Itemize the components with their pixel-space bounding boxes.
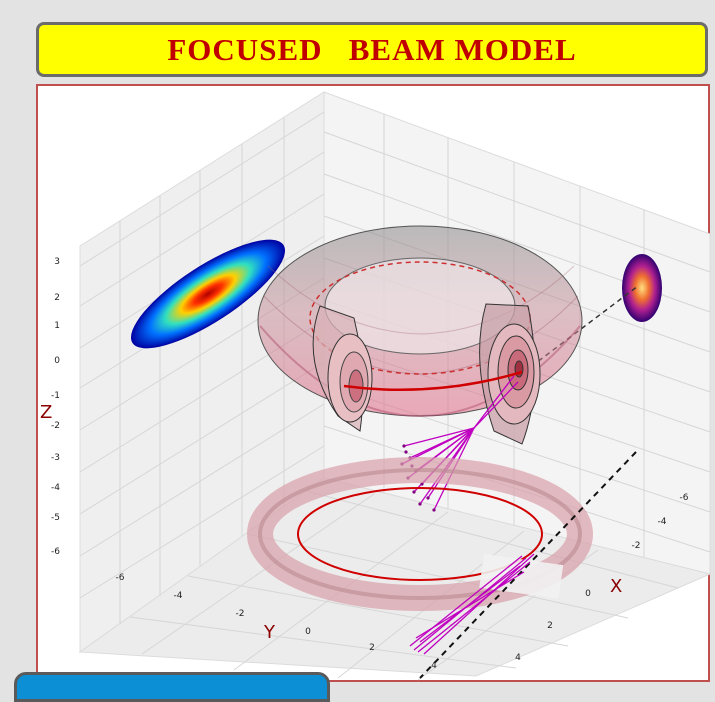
title-banner: FOCUSED BEAM MODEL	[36, 22, 708, 77]
beam-axis-dashed-line	[419, 451, 637, 679]
xz-projection-heatmap	[622, 254, 662, 322]
z-tick: 2	[54, 293, 60, 303]
page-title: FOCUSED BEAM MODEL	[167, 31, 577, 67]
y-axis-label: Y	[263, 622, 276, 643]
z-tick: -4	[51, 483, 60, 493]
xy-projection-ring	[247, 457, 593, 611]
z-tick: 3	[54, 257, 60, 267]
y-tick: 2	[369, 643, 375, 653]
x-tick: 2	[547, 621, 553, 631]
y-tick: 0	[305, 627, 311, 637]
y-tick: -4	[174, 591, 183, 601]
z-tick-labels: 3 2 1 0 -1 -2 -3 -4 -5 -6	[51, 257, 60, 557]
y-tick-labels: -6 -4 -2 0 2 4	[116, 573, 438, 671]
beam-rays-lower	[409, 553, 535, 655]
z-tick: -1	[51, 391, 60, 401]
plot-panel: 3 2 1 0 -1 -2 -3 -4 -5 -6 -6 -4 -2 0 2 4…	[36, 84, 712, 682]
beam-3d-plot: 3 2 1 0 -1 -2 -3 -4 -5 -6 -6 -4 -2 0 2 4…	[40, 91, 712, 681]
x-tick: -2	[632, 541, 641, 551]
y-tick: 4	[431, 661, 437, 671]
z-axis-label: Z	[40, 402, 52, 423]
yz-projection-heatmap	[130, 239, 286, 349]
bottom-tab[interactable]	[14, 672, 330, 702]
x-tick-labels: -6 -4 -2 0 2 4	[515, 493, 689, 663]
y-tick: -2	[236, 609, 245, 619]
x-tick: 4	[515, 653, 521, 663]
z-tick: -5	[51, 513, 60, 523]
y-tick: -6	[116, 573, 125, 583]
projection-dashed-line	[523, 285, 639, 373]
z-tick: -3	[51, 453, 60, 463]
x-tick: -6	[680, 493, 689, 503]
x-tick: -4	[658, 517, 667, 527]
z-tick: -6	[51, 547, 60, 557]
z-tick: 1	[54, 321, 60, 331]
z-tick: -2	[51, 421, 60, 431]
x-axis-label: X	[610, 576, 622, 597]
z-tick: 0	[54, 356, 60, 366]
x-tick: 0	[585, 589, 591, 599]
